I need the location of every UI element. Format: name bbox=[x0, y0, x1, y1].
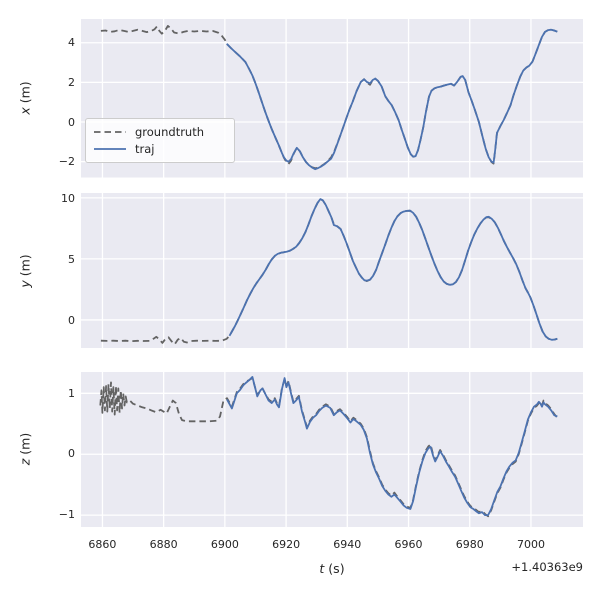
y-axis-label-y-unit: (m) bbox=[17, 254, 33, 281]
y-tick-label: 0 bbox=[68, 447, 75, 461]
y-tick-label: 0 bbox=[68, 115, 75, 129]
x-tick-label: 6960 bbox=[394, 538, 423, 551]
y-tick-label: 0 bbox=[68, 313, 75, 327]
y-tick-label: −1 bbox=[58, 508, 75, 522]
legend-label-traj: traj bbox=[135, 142, 155, 157]
legend-item-traj: traj bbox=[94, 142, 226, 156]
x-axis-offset-label: +1.40363e9 bbox=[511, 560, 583, 574]
series-traj-line bbox=[226, 375, 558, 516]
solid-line-icon bbox=[94, 148, 126, 151]
y-axis-label-x-unit: (m) bbox=[17, 81, 33, 108]
x-tick-label: 6880 bbox=[149, 538, 178, 551]
series-traj-line bbox=[228, 198, 558, 341]
y-axis-label-x: x (m) bbox=[18, 81, 33, 114]
x-tick-label: 6900 bbox=[210, 538, 239, 551]
y-axis-label-z-var: z bbox=[17, 458, 33, 466]
x-tick-label: 6980 bbox=[455, 538, 484, 551]
subplot-z-plot bbox=[81, 371, 583, 527]
y-tick-label: 2 bbox=[68, 75, 75, 89]
x-tick-label: 6920 bbox=[272, 538, 301, 551]
y-tick-label: 5 bbox=[68, 252, 75, 266]
y-axis-label-x-var: x bbox=[17, 107, 33, 115]
dashed-line-icon bbox=[94, 130, 126, 133]
series-traj-line bbox=[226, 28, 558, 171]
y-tick-label: −2 bbox=[58, 155, 75, 169]
legend: groundtruth traj bbox=[85, 118, 235, 163]
y-tick-label: 1 bbox=[68, 386, 75, 400]
x-axis-label-var: t bbox=[319, 561, 325, 576]
x-tick-label: 6940 bbox=[333, 538, 362, 551]
x-axis-label: t (s) bbox=[319, 561, 344, 576]
y-tick-label: 4 bbox=[68, 36, 75, 50]
y-axis-label-y: y (m) bbox=[18, 254, 33, 287]
legend-label-groundtruth: groundtruth bbox=[135, 124, 205, 139]
legend-item-groundtruth: groundtruth bbox=[94, 125, 226, 139]
y-axis-label-z-unit: (m) bbox=[17, 432, 33, 459]
x-tick-label: 6860 bbox=[88, 538, 117, 551]
axes-background bbox=[81, 371, 583, 527]
y-axis-label-z: z (m) bbox=[18, 433, 33, 465]
y-axis-label-y-var: y bbox=[17, 280, 33, 288]
x-axis-label-unit: (s) bbox=[324, 561, 345, 576]
axes-background bbox=[81, 193, 583, 349]
subplot-y-plot bbox=[81, 193, 583, 349]
y-tick-label: 10 bbox=[61, 191, 75, 205]
x-tick-label: 7000 bbox=[516, 538, 545, 551]
